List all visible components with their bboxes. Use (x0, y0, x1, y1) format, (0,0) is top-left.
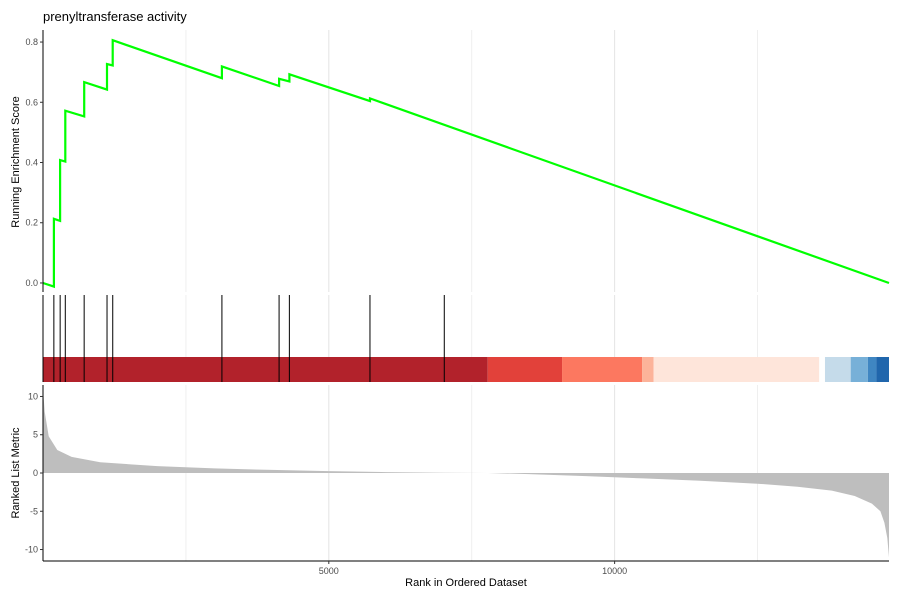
y-tick-label-metric: -5 (30, 506, 38, 516)
x-axis-label: Rank in Ordered Dataset (405, 577, 527, 589)
gene-hit-marks (53, 295, 445, 382)
color-band-segment (487, 357, 563, 382)
y-tick-label-metric: -10 (25, 545, 38, 555)
chart-title: prenyltransferase activity (43, 9, 187, 24)
color-band-segment (819, 357, 825, 382)
color-band-segment (850, 357, 868, 382)
color-band-segment (653, 357, 820, 382)
color-band-segment (43, 357, 488, 382)
y-tick-label-es: 0.2 (25, 218, 38, 228)
color-band-segment (642, 357, 654, 382)
y-tick-label-metric: 10 (28, 391, 38, 401)
color-band-segment (824, 357, 851, 382)
y-tick-label-es: 0.8 (25, 37, 38, 47)
grid-lines (185, 30, 759, 561)
axes: 0.0 0.2 0.4 0.6 0.8 10 5 0 -5 -10 5000 10000 (25, 30, 889, 576)
x-tick-label: 10000 (602, 566, 627, 576)
y-tick-label-es: 0.4 (25, 158, 38, 168)
y-tick-label-es: 0.0 (25, 278, 38, 288)
y-axis-label-es: Running Enrichment Score (10, 96, 22, 227)
ranking-color-bar (43, 357, 889, 382)
y-tick-label-metric: 0 (33, 468, 38, 478)
color-band-segment (867, 357, 877, 382)
color-band-segment (562, 357, 643, 382)
running-enrichment-line (42, 38, 890, 289)
ranked-metric-fill (43, 388, 889, 558)
ranked-metric-area (43, 388, 889, 558)
color-band-segment (876, 357, 889, 382)
y-tick-label-metric: 5 (33, 430, 38, 440)
y-tick-label-es: 0.6 (25, 97, 38, 107)
y-axis-label-metric: Ranked List Metric (10, 427, 22, 519)
enrichment-line-layer (42, 38, 890, 289)
x-tick-label: 5000 (319, 566, 339, 576)
